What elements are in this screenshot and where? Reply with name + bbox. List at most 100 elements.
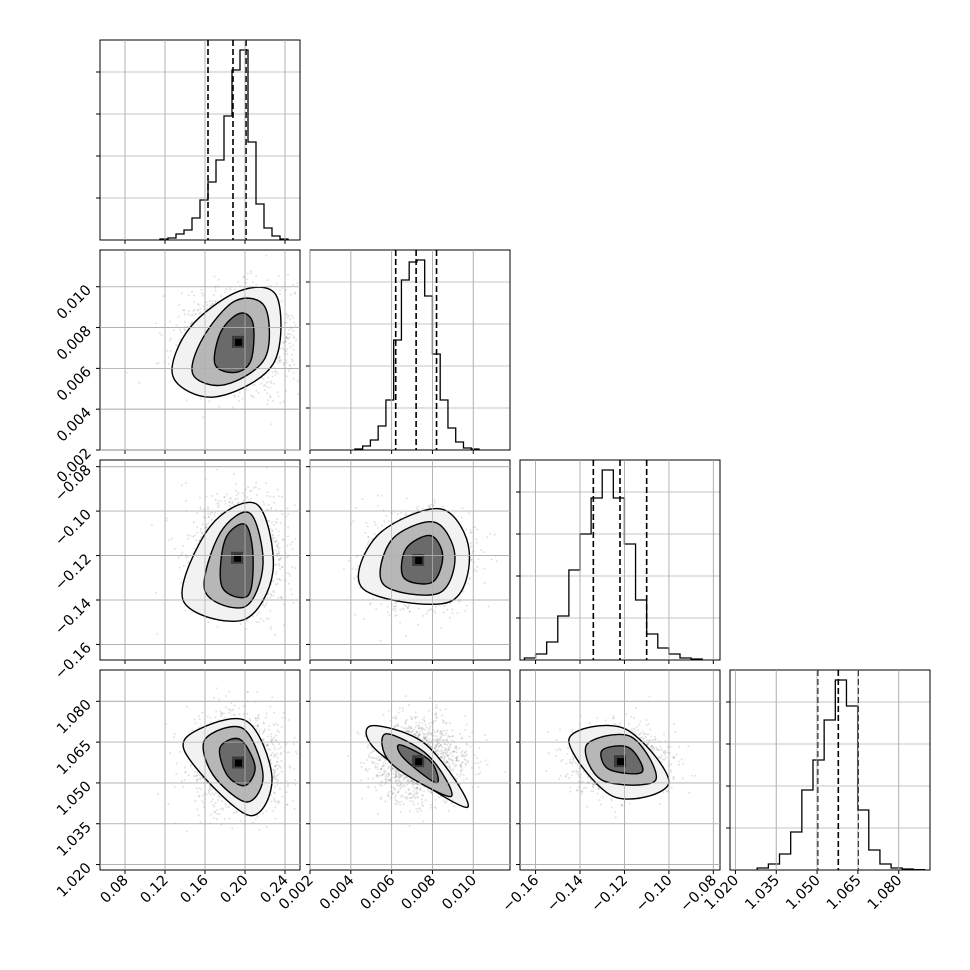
scatter-point: [277, 596, 280, 599]
histogram-param-0: [159, 49, 289, 240]
density-panel-0-2: [100, 460, 300, 660]
scatter-point: [427, 610, 430, 612]
scatter-point: [285, 350, 288, 353]
scatter-point: [190, 322, 193, 324]
scatter-point: [292, 348, 295, 351]
scatter-point: [213, 793, 216, 796]
scatter-point: [291, 541, 294, 543]
scatter-point: [178, 328, 181, 331]
scatter-point: [372, 597, 375, 600]
scatter-point: [276, 488, 279, 491]
scatter-point: [263, 503, 266, 506]
scatter-point: [287, 370, 290, 373]
scatter-point: [380, 494, 383, 497]
scatter-point: [213, 811, 216, 814]
scatter-point: [170, 537, 173, 540]
scatter-point: [182, 564, 185, 567]
scatter-point: [175, 344, 178, 346]
scatter-point: [394, 607, 397, 610]
scatter-point: [183, 309, 186, 312]
scatter-point: [201, 711, 204, 714]
scatter-point: [286, 314, 289, 317]
scatter-point: [480, 549, 482, 552]
scatter-point: [271, 371, 274, 374]
scatter-point: [266, 279, 269, 282]
scatter-point: [229, 289, 232, 291]
scatter-point: [275, 578, 278, 580]
density-panel-0-3: [100, 670, 300, 870]
scatter-point: [462, 590, 465, 593]
scatter-point: [291, 593, 294, 596]
scatter-point: [233, 394, 236, 397]
scatter-point: [198, 496, 201, 499]
scatter-point: [285, 556, 288, 559]
scatter-point: [465, 528, 468, 531]
scatter-point: [365, 521, 368, 524]
scatter-point: [277, 547, 279, 549]
scatter-point: [278, 495, 281, 498]
scatter-point: [278, 564, 281, 567]
scatter-point: [261, 376, 264, 379]
y-tick-label: −0.10: [52, 507, 95, 550]
scatter-point: [416, 509, 419, 511]
scatter-point: [429, 608, 431, 611]
scatter-point: [470, 542, 472, 545]
scatter-point: [394, 610, 397, 612]
scatter-point: [279, 522, 282, 525]
scatter-point: [375, 607, 378, 610]
scatter-point: [266, 491, 269, 494]
scatter-point: [383, 520, 386, 523]
scatter-point: [177, 556, 180, 559]
scatter-point: [168, 320, 171, 323]
x-tick-label: 1.080: [865, 873, 906, 914]
scatter-point: [189, 323, 192, 325]
histogram-param-1: [354, 259, 480, 450]
scatter-point: [428, 506, 431, 509]
y-tick-label: −0.16: [52, 640, 95, 683]
scatter-point: [196, 526, 199, 529]
scatter-point: [199, 506, 202, 509]
scatter-point: [270, 423, 273, 426]
scatter-point: [228, 817, 231, 820]
scatter-point: [185, 556, 187, 559]
scatter-point: [180, 484, 183, 487]
scatter-point: [292, 601, 295, 604]
scatter-point: [271, 529, 273, 532]
scatter-point: [285, 321, 288, 324]
scatter-point: [267, 617, 270, 620]
scatter-point: [367, 536, 370, 539]
scatter-point: [165, 517, 168, 520]
scatter-point: [250, 394, 253, 397]
scatter-point: [286, 348, 289, 351]
scatter-point: [175, 324, 178, 327]
scatter-point: [288, 342, 291, 345]
scatter-point: [287, 273, 289, 276]
scatter-point: [380, 603, 383, 606]
scatter-point: [274, 564, 277, 567]
scatter-point: [178, 303, 181, 306]
scatter-point: [351, 567, 354, 570]
scatter-point: [184, 482, 187, 484]
scatter-point: [448, 616, 451, 619]
scatter-point: [195, 539, 198, 542]
scatter-point: [242, 499, 245, 502]
scatter-point: [290, 314, 293, 317]
scatter-point: [249, 490, 252, 492]
scatter-point: [197, 303, 200, 305]
scatter-point: [268, 386, 271, 389]
scatter-point: [400, 511, 403, 514]
scatter-point: [394, 614, 396, 617]
scatter-point: [495, 560, 498, 562]
scatter-point: [281, 513, 284, 516]
scatter-point: [377, 505, 380, 507]
scatter-point: [278, 552, 281, 555]
scatter-point: [257, 391, 260, 394]
scatter-point: [187, 555, 189, 558]
scatter-point: [270, 735, 273, 738]
scatter-point: [285, 335, 288, 338]
scatter-point: [185, 399, 188, 402]
y-tick-label: −0.12: [52, 551, 95, 594]
scatter-point: [156, 632, 158, 635]
density-peak: [235, 338, 242, 346]
scatter-point: [217, 278, 220, 281]
